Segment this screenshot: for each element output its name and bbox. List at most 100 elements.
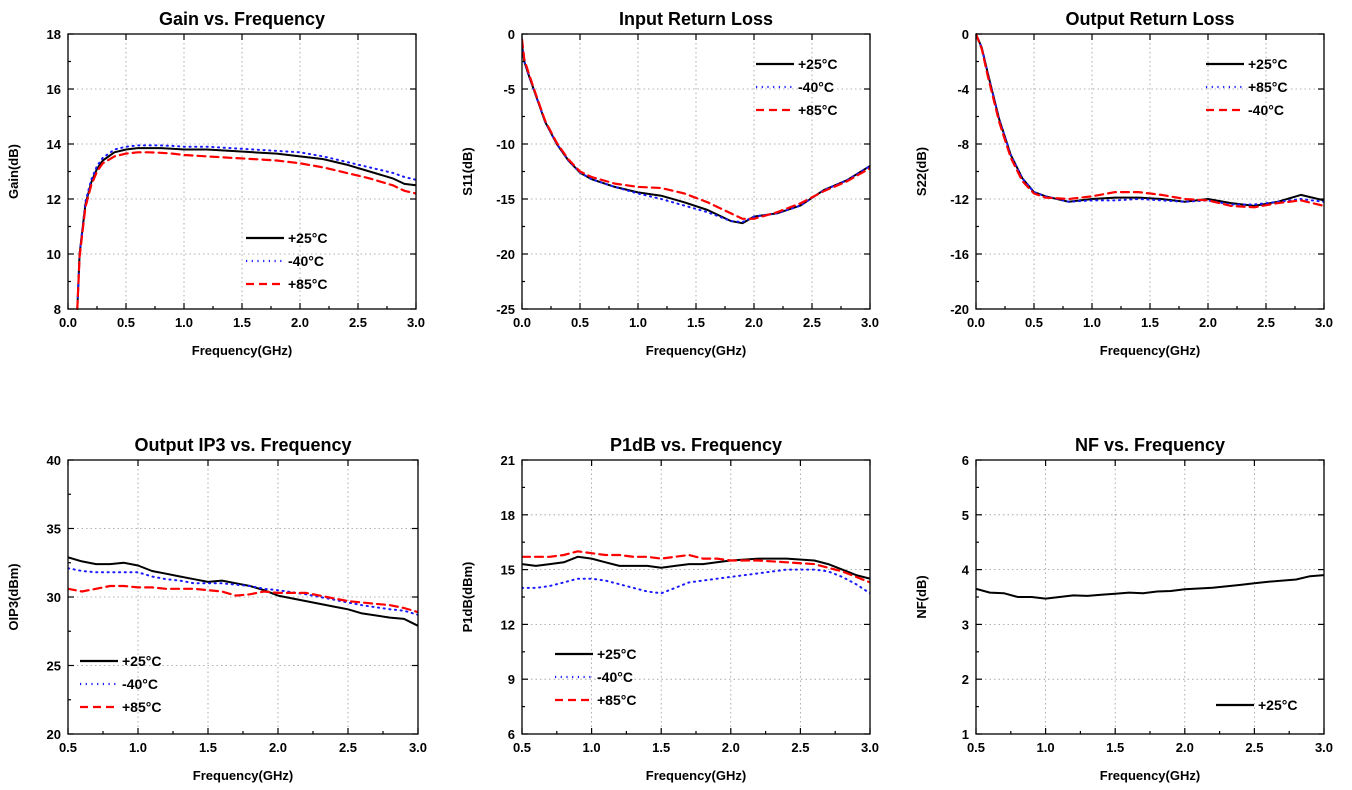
- chart-panel-5: NF vs. Frequency 0.5 1.0 1.5 2.0 2.5 3.0 1 2 3 4 5 6…: [914, 435, 1333, 783]
- grid-lines: [522, 34, 870, 309]
- series-line-0: [976, 574, 1324, 600]
- x-tick-label: 0.0: [59, 315, 77, 330]
- y-tick-label: 6: [962, 453, 969, 468]
- x-tick-label: 1.0: [175, 315, 193, 330]
- x-axis-label: Frequency(GHz): [1100, 343, 1200, 358]
- legend-label: -40°C: [122, 676, 158, 692]
- chart-title: Output IP3 vs. Frequency: [134, 435, 351, 455]
- grid-lines: [68, 460, 418, 734]
- x-tick-label: 0.0: [967, 315, 985, 330]
- plot-frame: [521, 459, 871, 735]
- series-line-0: [76, 147, 416, 310]
- x-tick-label: 0.0: [513, 315, 531, 330]
- x-tick-label: 0.5: [1025, 315, 1043, 330]
- y-tick-label: 21: [501, 453, 515, 468]
- series-line-1: [68, 567, 418, 616]
- x-tick-label: 2.0: [291, 315, 309, 330]
- legend: +25°C -40°C +85°C: [80, 653, 161, 715]
- y-axis-label: S11(dB): [460, 147, 475, 195]
- x-tick-label: 3.0: [409, 740, 427, 755]
- x-tick-label: 1.5: [687, 315, 705, 330]
- y-axis-label: OIP3(dBm): [6, 563, 21, 630]
- y-tick-label: 1: [962, 727, 969, 742]
- y-tick-label: 10: [47, 247, 61, 262]
- legend-label: -40°C: [288, 253, 324, 269]
- legend-label: +85°C: [798, 102, 837, 118]
- x-axis-label: Frequency(GHz): [1100, 768, 1200, 783]
- x-tick-label: 3.0: [407, 315, 425, 330]
- x-tick-label: 1.0: [129, 740, 147, 755]
- series-group: [976, 33, 1324, 209]
- y-tick-label: 3: [962, 617, 969, 632]
- x-tick-label: 3.0: [1315, 315, 1333, 330]
- legend: +25°C -40°C +85°C: [756, 56, 837, 118]
- legend: +25°C -40°C +85°C: [246, 230, 327, 292]
- chart-panel-3: Output IP3 vs. Frequency 0.5 1.0 1.5 2.0 2.5 3…: [6, 435, 427, 783]
- y-tick-label: -10: [496, 137, 515, 152]
- x-tick-label: 2.0: [1176, 740, 1194, 755]
- legend-label: +85°C: [288, 276, 327, 292]
- y-tick-label: -16: [950, 247, 969, 262]
- chart-title: P1dB vs. Frequency: [610, 435, 782, 455]
- legend-label: +25°C: [288, 230, 327, 246]
- series-line-1: [976, 33, 1324, 206]
- series-group: [522, 38, 870, 225]
- y-tick-label: -4: [957, 82, 969, 97]
- y-tick-label: 14: [47, 137, 62, 152]
- legend-label: +25°C: [1248, 56, 1287, 72]
- x-tick-label: 1.5: [1141, 315, 1159, 330]
- series-line-2: [522, 38, 870, 220]
- y-tick-label: 20: [47, 727, 61, 742]
- y-tick-label: -25: [496, 302, 515, 317]
- x-tick-label: 2.5: [791, 740, 809, 755]
- y-axis-label: Gain(dB): [6, 144, 21, 199]
- grid-lines: [976, 34, 1324, 309]
- legend-label: -40°C: [597, 669, 633, 685]
- y-tick-label: -15: [496, 192, 515, 207]
- y-tick-label: 4: [962, 563, 970, 578]
- x-axis-label: Frequency(GHz): [192, 343, 292, 358]
- y-tick-label: 0: [508, 27, 515, 42]
- series-line-0: [68, 556, 418, 627]
- x-tick-label: 3.0: [861, 740, 879, 755]
- x-tick-label: 2.5: [349, 315, 367, 330]
- x-tick-label: 1.0: [1083, 315, 1101, 330]
- y-tick-label: 18: [501, 508, 515, 523]
- legend-label: +25°C: [1258, 697, 1297, 713]
- legend-label: -40°C: [798, 79, 834, 95]
- series-group: [76, 144, 416, 310]
- x-tick-label: 2.0: [1199, 315, 1217, 330]
- y-tick-label: 5: [962, 508, 969, 523]
- series-group: [976, 574, 1324, 600]
- x-tick-label: 1.5: [199, 740, 217, 755]
- x-tick-label: 2.0: [722, 740, 740, 755]
- chart-title: Input Return Loss: [619, 9, 773, 29]
- y-tick-label: 0: [962, 27, 969, 42]
- series-group: [522, 550, 870, 595]
- chart-title: Output Return Loss: [1066, 9, 1235, 29]
- series-line-2: [522, 550, 870, 584]
- legend: +25°C +85°C -40°C: [1206, 56, 1287, 118]
- x-tick-label: 2.5: [1257, 315, 1275, 330]
- y-axis-label: S22(dB): [914, 147, 929, 196]
- chart-title: Gain vs. Frequency: [159, 9, 325, 29]
- y-tick-label: 30: [47, 590, 61, 605]
- x-tick-label: 1.0: [629, 315, 647, 330]
- y-tick-label: -20: [950, 302, 969, 317]
- chart-title: NF vs. Frequency: [1075, 435, 1225, 455]
- x-tick-label: 2.0: [269, 740, 287, 755]
- y-tick-label: 18: [47, 27, 61, 42]
- chart-panel-2: Output Return Loss 0.0 0.5 1.0 1.5 2.0 2.5 3.0 -…: [914, 9, 1333, 358]
- legend-label: +25°C: [798, 56, 837, 72]
- y-tick-label: 12: [501, 617, 515, 632]
- x-axis-label: Frequency(GHz): [646, 343, 746, 358]
- x-tick-label: 2.5: [339, 740, 357, 755]
- legend-label: +85°C: [1248, 79, 1287, 95]
- series-line-1: [522, 568, 870, 595]
- x-axis-label: Frequency(GHz): [646, 768, 746, 783]
- y-tick-label: 40: [47, 453, 61, 468]
- x-tick-label: 0.5: [513, 740, 531, 755]
- series-line-2: [76, 151, 416, 310]
- y-tick-label: 16: [47, 82, 61, 97]
